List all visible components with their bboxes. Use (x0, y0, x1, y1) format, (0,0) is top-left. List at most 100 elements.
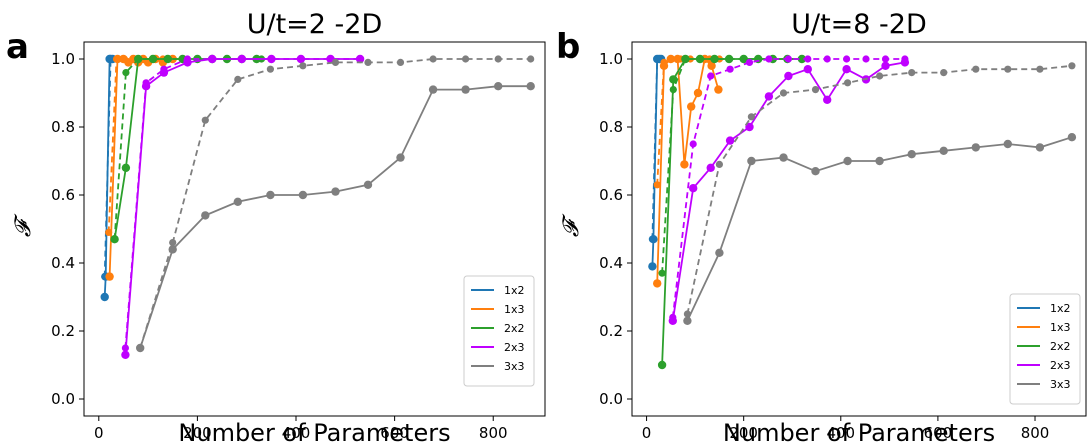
data-point-2x3 (765, 55, 773, 63)
data-point-2x2 (710, 54, 719, 64)
data-point-2x2 (134, 54, 143, 64)
legend-label-2x3: 2x3 (504, 341, 525, 354)
data-point-2x3 (668, 316, 677, 325)
data-point-3x3 (201, 116, 209, 124)
data-point-1x2 (100, 292, 109, 302)
y-tick-label: 0.2 (51, 322, 75, 340)
legend-box (1009, 293, 1081, 405)
data-point-3x3 (940, 69, 948, 77)
y-tick-label: 0.4 (51, 254, 75, 272)
y-tick-label: 0.2 (599, 322, 623, 340)
data-point-3x3 (331, 58, 340, 66)
data-point-3x3 (1068, 62, 1076, 70)
data-point-3x3 (233, 197, 242, 206)
data-point-3x3 (299, 62, 307, 70)
data-point-2x3 (803, 65, 812, 74)
data-point-2x3 (706, 163, 715, 172)
data-point-2x3 (267, 54, 276, 64)
data-point-2x3 (764, 92, 774, 101)
data-point-2x3 (208, 54, 217, 64)
series-line-1x3-solid (656, 57, 720, 284)
panel-letter: b (556, 27, 580, 67)
data-point-3x3 (266, 65, 274, 73)
data-point-1x2 (649, 235, 658, 244)
data-point-2x2 (739, 54, 748, 64)
axes-frame (631, 41, 1087, 417)
data-point-3x3 (527, 55, 535, 63)
data-point-2x2 (163, 54, 172, 64)
data-point-3x3 (811, 86, 820, 94)
data-point-3x3 (907, 150, 916, 159)
data-point-3x3 (1067, 133, 1077, 142)
data-point-3x3 (461, 85, 470, 94)
data-point-3x3 (428, 85, 438, 94)
x-tick-label: 400 (282, 424, 311, 442)
series-line-2x2-solid (661, 58, 802, 366)
chart-title: U/t=8 -2D (791, 9, 927, 40)
data-point-2x3 (141, 82, 151, 91)
data-point-1x3 (680, 160, 689, 169)
x-tick-label: 800 (479, 424, 508, 442)
x-axis-label: Number of Parameters (723, 419, 995, 443)
data-point-3x3 (1036, 65, 1044, 73)
data-point-3x3 (972, 65, 980, 73)
chart-panel-b: 0 200 400 600 800 0.0 0.2 0.4 0.6 0.8 1.0 U/t=8 -2D… (556, 9, 1087, 447)
data-point-2x3 (689, 184, 698, 193)
series-line-3x3-dashed (686, 64, 1072, 315)
data-point-2x3 (862, 55, 870, 63)
data-point-3x3 (844, 79, 852, 87)
data-point-2x3 (823, 95, 832, 105)
data-point-3x3 (683, 316, 692, 325)
data-point-3x3 (266, 190, 275, 200)
legend: 1x2 1x3 2x2 2x3 3x3 (1009, 293, 1081, 405)
data-point-2x3 (784, 71, 793, 81)
data-point-3x3 (494, 55, 502, 63)
data-point-1x3 (666, 54, 675, 64)
data-point-1x3 (653, 181, 661, 189)
data-point-3x3 (811, 167, 820, 176)
x-tick-label: 200 (183, 424, 212, 442)
data-point-3x3 (747, 113, 756, 121)
y-tick-label: 0.4 (599, 254, 623, 272)
chart-title: U/t=2 -2D (247, 9, 383, 40)
data-point-3x3 (715, 248, 724, 257)
data-point-3x3 (462, 55, 470, 63)
data-point-2x2 (797, 54, 807, 64)
data-point-3x3 (298, 190, 308, 200)
data-point-3x3 (169, 239, 177, 247)
data-point-2x3 (843, 55, 851, 63)
data-point-2x2 (657, 360, 667, 370)
data-point-3x3 (136, 343, 145, 353)
data-point-1x3 (693, 88, 703, 98)
data-point-2x3 (900, 58, 910, 67)
data-point-3x3 (363, 180, 373, 189)
panel-letter: a (6, 27, 29, 67)
data-point-1x3 (653, 279, 662, 288)
data-point-1x3 (687, 102, 696, 111)
legend-box (463, 275, 535, 387)
legend-label-2x3: 2x3 (1050, 359, 1071, 372)
data-point-2x3 (355, 54, 365, 64)
data-point-2x3 (159, 68, 169, 77)
legend: 1x2 1x3 2x2 2x3 3x3 (463, 275, 535, 387)
data-point-2x3 (183, 58, 192, 67)
x-tick-label: 600 (380, 424, 409, 442)
data-point-3x3 (779, 153, 788, 162)
y-axis-label: 𝓕 (11, 213, 36, 237)
x-tick-label: 600 (924, 424, 953, 442)
data-point-1x3 (714, 85, 723, 94)
data-point-3x3 (747, 156, 756, 166)
series-line-2x3-dashed (124, 58, 361, 349)
data-point-2x2 (695, 54, 705, 64)
data-point-3x3 (331, 187, 340, 196)
data-point-3x3 (779, 89, 788, 97)
y-tick-label: 1.0 (599, 50, 623, 68)
data-point-2x3 (745, 58, 754, 66)
data-point-2x3 (784, 55, 793, 63)
legend-label-2x2: 2x2 (504, 322, 525, 335)
data-point-2x2 (724, 54, 734, 64)
x-tick-label: 800 (1021, 424, 1050, 442)
data-point-3x3 (429, 55, 437, 63)
axes-frame (83, 41, 546, 417)
data-point-3x3 (494, 82, 503, 91)
